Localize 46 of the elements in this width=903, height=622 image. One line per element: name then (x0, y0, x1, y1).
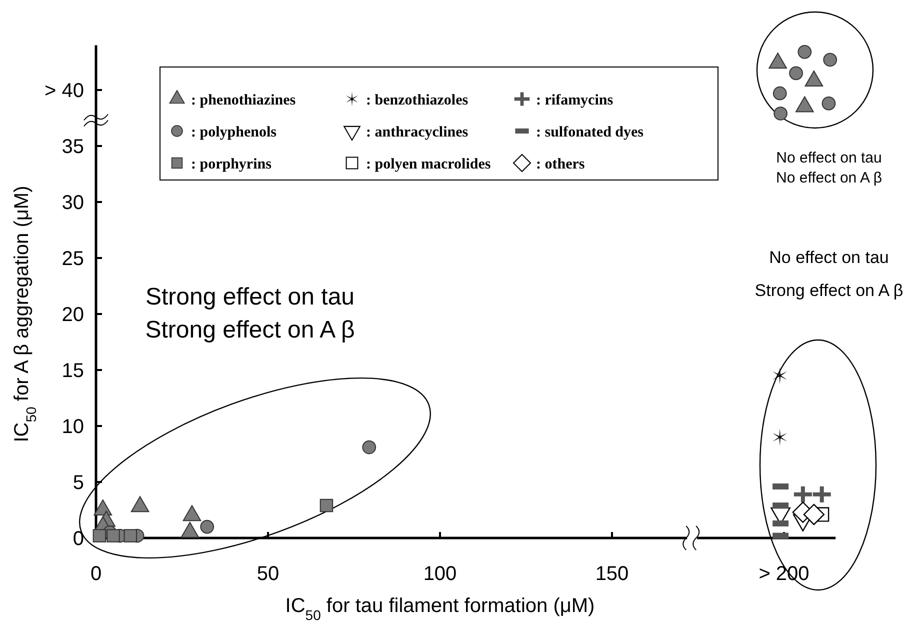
y-tick-label: 20 (62, 304, 84, 326)
annotation: No effect on tau (769, 248, 889, 267)
point (106, 529, 120, 542)
point (803, 504, 825, 526)
x-tick-label: 50 (256, 563, 280, 585)
legend-label: : polyen macrolides (366, 156, 491, 172)
legend-label: : phenothiazines (191, 92, 296, 108)
legend-label: : benzothiazoles (366, 92, 468, 108)
point (789, 66, 803, 80)
y-tick-label: 15 (62, 360, 84, 382)
annotation: No effect on tau (776, 149, 882, 166)
point (822, 96, 836, 110)
y-tick-label: 5 (72, 472, 84, 494)
point (812, 486, 831, 502)
point (772, 367, 788, 384)
y-tick-label: 30 (62, 192, 84, 214)
point (200, 520, 214, 534)
legend-label: : porphyrins (191, 156, 272, 172)
y-tick-label: 0 (72, 528, 84, 550)
point (362, 440, 376, 454)
x-tick-label: 0 (90, 563, 102, 585)
legend-label: : rifamycins (536, 92, 614, 108)
point (798, 45, 812, 59)
legend-label: : anthracyclines (366, 124, 468, 140)
point (124, 529, 138, 542)
point (794, 486, 812, 502)
y-tick-label: 10 (62, 416, 84, 438)
y-tick-label: > 40 (44, 80, 84, 102)
x-axis-title: IC$_{50}$ for tau filament formation (μM) (285, 595, 595, 622)
annotation: No effect on A β (776, 169, 882, 186)
point (92, 529, 106, 542)
legend-label: : sulfonated dyes (536, 124, 644, 140)
annotation: Strong effect on tau (145, 283, 355, 310)
x-tick-label: 150 (595, 563, 629, 585)
point (772, 428, 788, 446)
annotation: Strong effect on A β (145, 316, 355, 344)
legend-label: : polyphenols (191, 124, 277, 140)
point (774, 106, 788, 120)
annotation: Strong effect on A β (754, 280, 903, 300)
y-tick-label: 25 (62, 248, 84, 270)
point (772, 86, 787, 100)
point (823, 52, 838, 67)
x-tick-label: 100 (423, 563, 457, 585)
point (320, 498, 334, 512)
legend-label: : others (536, 156, 585, 172)
y-tick-label: 35 (62, 136, 84, 158)
